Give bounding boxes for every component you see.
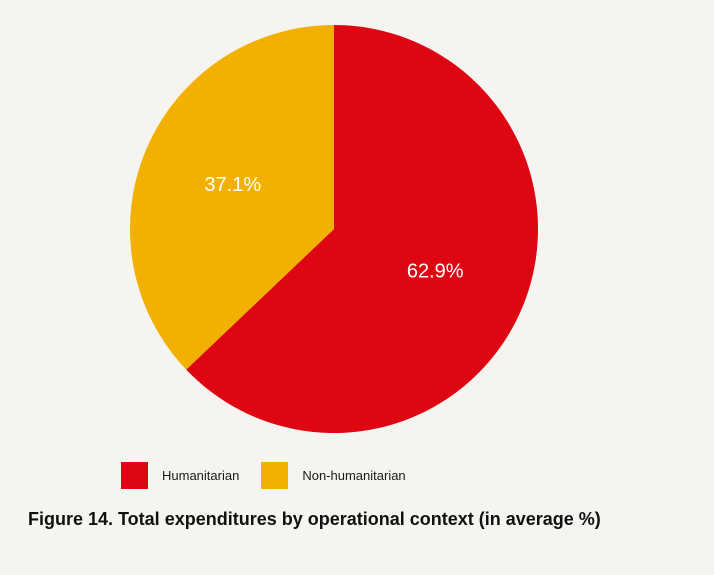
legend-swatch-humanitarian bbox=[121, 461, 148, 489]
figure-caption: Figure 14. Total expenditures by operati… bbox=[28, 509, 601, 529]
legend: Humanitarian Non-humanitarian bbox=[121, 461, 428, 489]
pie-slice-humanitarian bbox=[186, 25, 538, 433]
legend-label-humanitarian: Humanitarian bbox=[162, 467, 240, 483]
pie-chart: 62.9% 37.1% bbox=[130, 25, 538, 433]
pie-slice-non-humanitarian bbox=[130, 25, 334, 370]
pie-label-humanitarian: 62.9% bbox=[407, 261, 464, 283]
legend-item-non-humanitarian: Non-humanitarian bbox=[261, 461, 406, 489]
legend-label-non-humanitarian: Non-humanitarian bbox=[302, 467, 406, 483]
pie-label-non-humanitarian: 37.1% bbox=[204, 174, 261, 196]
legend-swatch-non-humanitarian bbox=[261, 461, 289, 489]
pie-chart-svg: 62.9% 37.1% bbox=[130, 25, 538, 433]
legend-item-humanitarian: Humanitarian bbox=[121, 461, 240, 489]
